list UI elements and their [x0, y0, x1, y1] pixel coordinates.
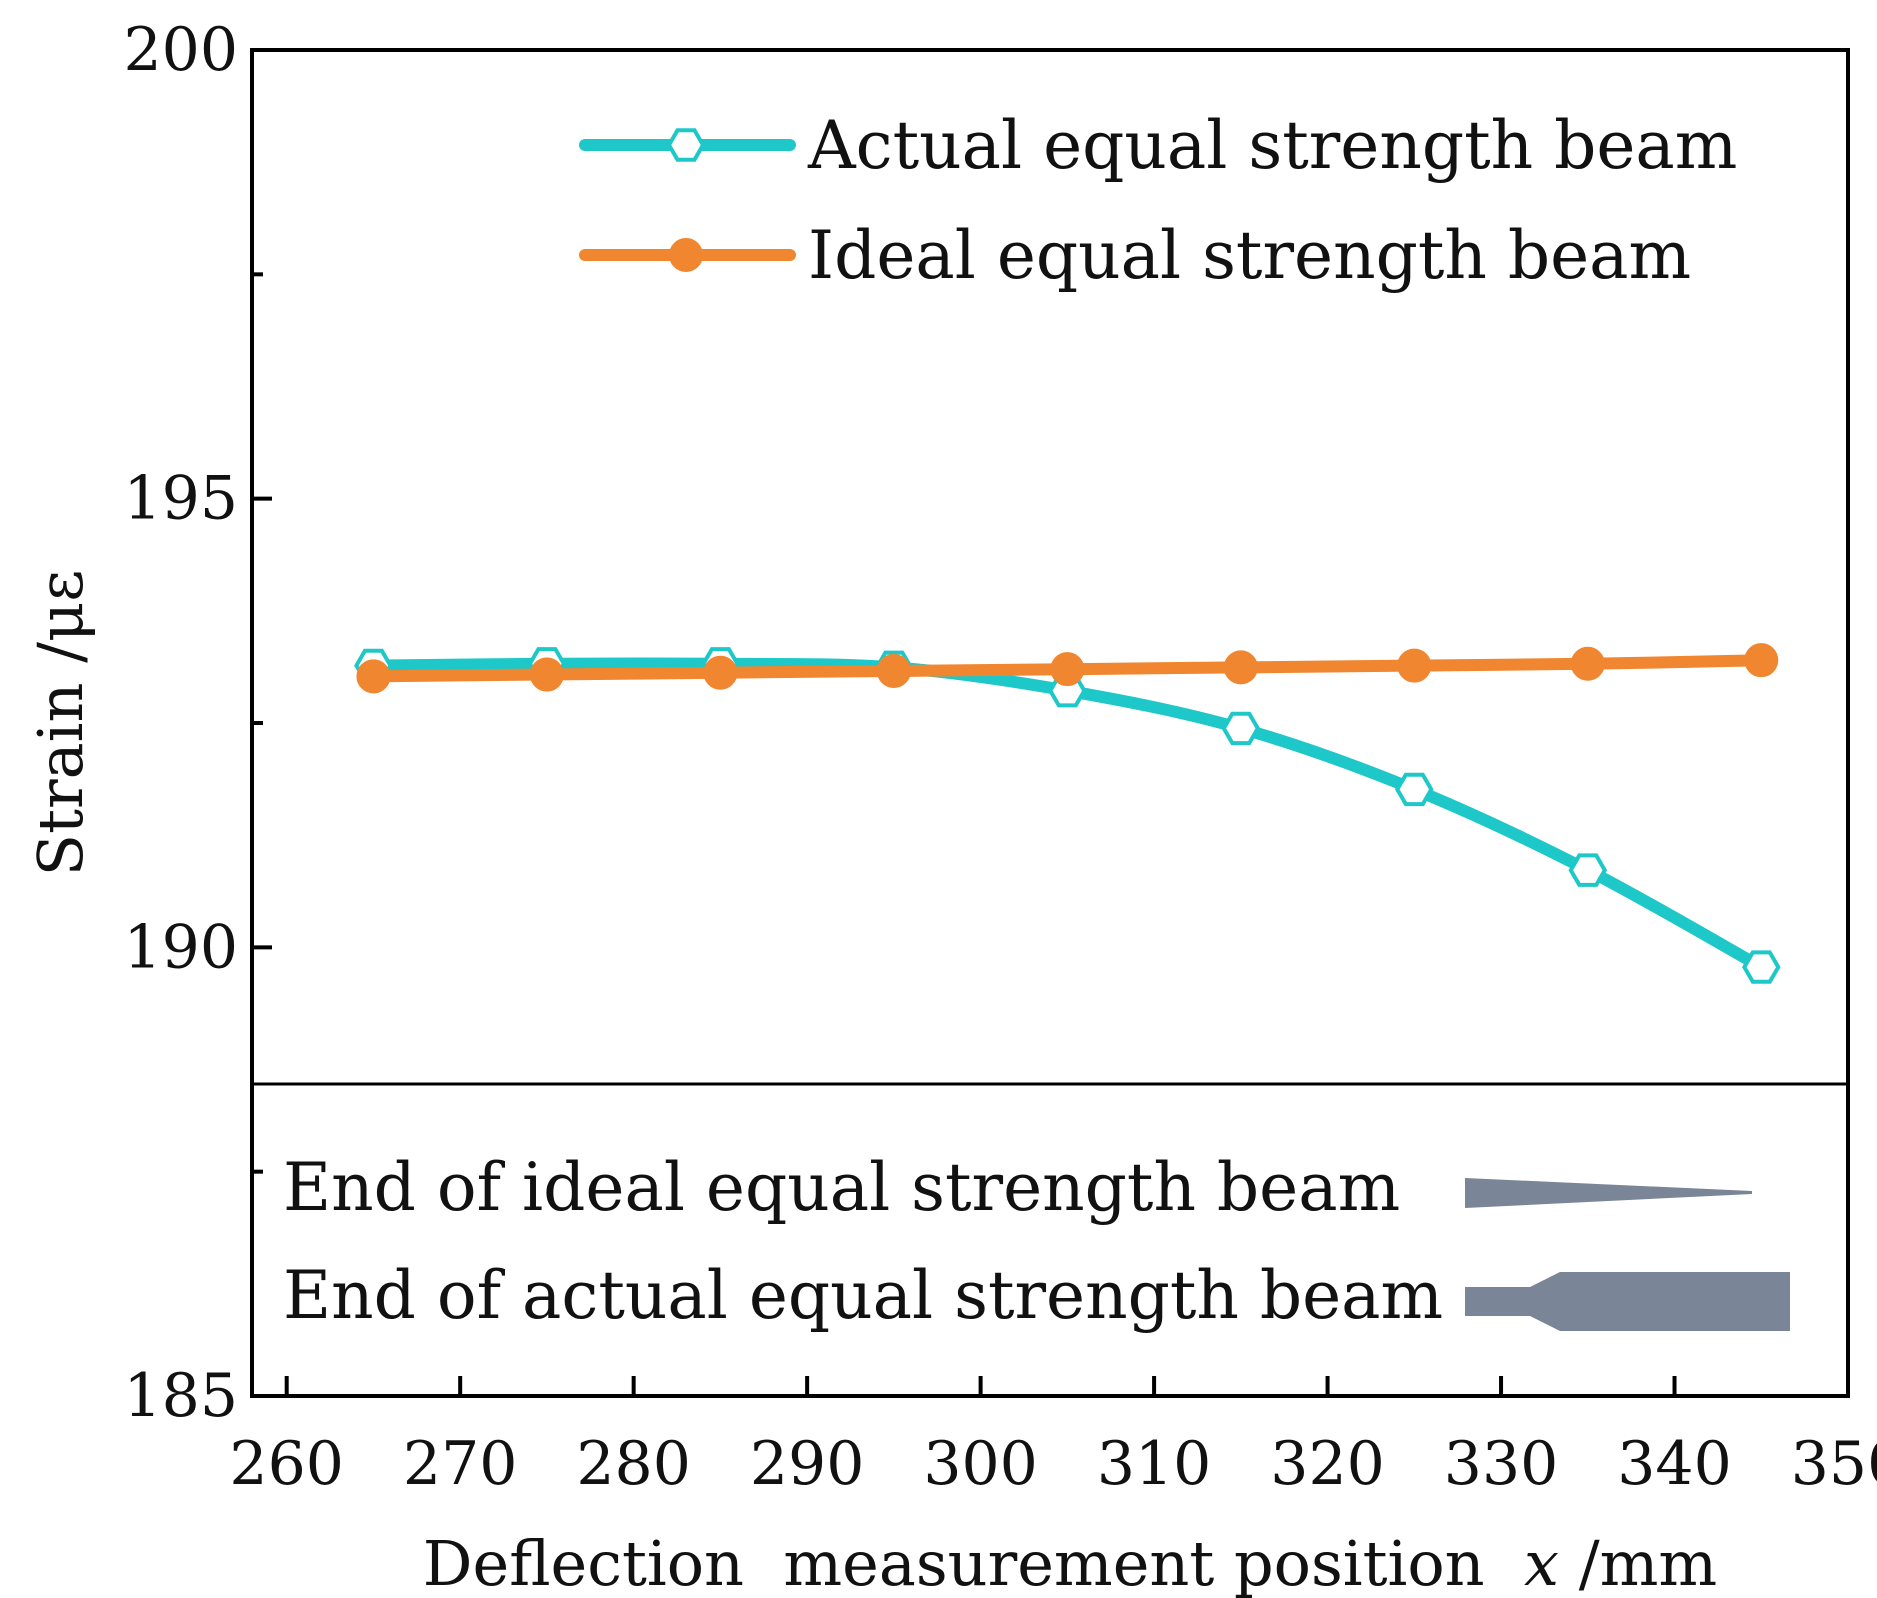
data-point: [1741, 950, 1781, 984]
x-tick-label: 310: [1097, 1429, 1212, 1499]
y-tick-label: 200: [123, 15, 238, 85]
legend-marker: [666, 128, 706, 162]
data-point: [1050, 652, 1085, 687]
data-point: [1397, 648, 1432, 683]
series-0: [354, 647, 1781, 984]
data-point: [1744, 643, 1779, 678]
data-point: [1570, 646, 1605, 681]
stepped-beam-icon: [1465, 1272, 1790, 1331]
data-point: [1568, 853, 1608, 887]
x-tick-label: 290: [750, 1429, 865, 1499]
annotation-label-ideal: End of ideal equal strength beam: [283, 1149, 1400, 1226]
x-tick-label: 350: [1791, 1429, 1877, 1499]
data-point: [1394, 772, 1434, 807]
tapered-wedge-icon: [1465, 1178, 1752, 1208]
legend-item-0: Actual equal strength beam: [579, 107, 1737, 184]
legend-item-1: Ideal equal strength beam: [579, 217, 1691, 294]
x-tick-label: 300: [923, 1429, 1038, 1499]
legend-label: Ideal equal strength beam: [808, 217, 1691, 294]
legend: Actual equal strength beam Ideal equal st…: [579, 107, 1737, 294]
series-1: [356, 643, 1779, 694]
x-tick-label: 320: [1270, 1429, 1385, 1499]
x-axis-title-main: Deflection measurement position: [423, 1527, 1524, 1598]
x-axis-title-var: x: [1524, 1527, 1559, 1598]
data-point: [1221, 711, 1261, 746]
y-tick-label: 195: [123, 464, 238, 534]
y-tick-label: 185: [123, 1361, 238, 1431]
x-tick-label: 270: [403, 1429, 518, 1499]
y-tick-label: 190: [123, 912, 238, 982]
x-tick-label: 330: [1444, 1429, 1559, 1499]
legend-marker: [669, 238, 703, 272]
x-tick-label: 280: [576, 1429, 691, 1499]
beam-end-annotation: End of ideal equal strength beam End of a…: [252, 1082, 1848, 1334]
legend-label: Actual equal strength beam: [807, 107, 1737, 184]
data-point: [356, 659, 391, 694]
x-tick-label: 340: [1617, 1429, 1732, 1499]
data-point: [1223, 650, 1258, 685]
x-tick-label: 260: [229, 1429, 344, 1499]
annotation-label-actual: End of actual equal strength beam: [283, 1257, 1443, 1334]
data-point: [529, 657, 564, 692]
axes: 260 270 280 290 300 310 320 330 340 350 185 190 195 2…: [24, 15, 1877, 1598]
x-axis-title-unit: /mm: [1559, 1527, 1717, 1598]
series-layer: [354, 643, 1781, 984]
series-line: [367, 657, 1768, 974]
y-axis-title: Strain /με: [24, 570, 97, 877]
data-point: [876, 653, 911, 688]
data-point: [703, 655, 738, 690]
x-axis-title: Deflection measurement position x /mm: [423, 1527, 1717, 1598]
